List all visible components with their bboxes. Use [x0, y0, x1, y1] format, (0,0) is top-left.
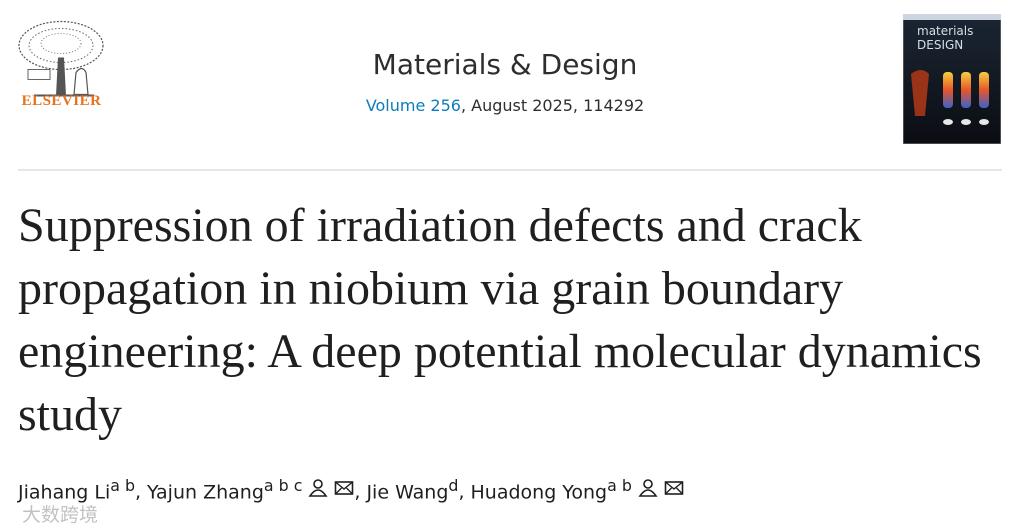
email-icon[interactable] — [664, 478, 684, 498]
article-title: Suppression of irradiation defects and c… — [18, 199, 982, 441]
volume-link[interactable]: Volume 256 — [365, 96, 461, 115]
journal-info: Volume 256, August 2025, 114292 — [300, 96, 710, 115]
journal-title[interactable]: Materials & Design — [372, 48, 638, 81]
person-icon[interactable] — [638, 478, 658, 498]
publisher-name: ELSEVIER — [21, 93, 102, 109]
author[interactable]: Jiahang Lia b — [18, 476, 135, 503]
author[interactable]: Yajun Zhanga b c — [147, 476, 354, 503]
author-separator: , — [458, 481, 465, 504]
author-affiliations: a b c — [263, 476, 303, 495]
publisher-logo — [14, 17, 109, 103]
author[interactable]: Jie Wangd — [366, 476, 458, 503]
author[interactable]: Huadong Yonga b — [471, 476, 684, 503]
author-name: Huadong Yong — [470, 481, 608, 504]
cover-title-1: materials — [917, 24, 973, 38]
divider — [18, 169, 1002, 171]
author-affiliations: a b — [607, 476, 632, 495]
author-affiliations: d — [448, 476, 459, 495]
watermark: 大数跨境 — [22, 504, 99, 526]
email-icon[interactable] — [334, 478, 354, 498]
author-name: Jie Wang — [366, 481, 449, 504]
author-name: Jiahang Li — [18, 481, 111, 504]
author-separator: , — [135, 481, 142, 504]
author-list: Jiahang Lia b, Yajun Zhanga b c, Jie Wangd… — [18, 476, 684, 503]
issue-details: , August 2025, 114292 — [460, 96, 645, 115]
author-separator: , — [354, 481, 361, 504]
author-name: Yajun Zhang — [147, 481, 264, 504]
person-icon[interactable] — [308, 478, 328, 498]
cover-title-2: DESIGN — [917, 38, 963, 52]
journal-cover[interactable]: materials DESIGN — [903, 14, 1001, 144]
author-affiliations: a b — [110, 476, 135, 495]
